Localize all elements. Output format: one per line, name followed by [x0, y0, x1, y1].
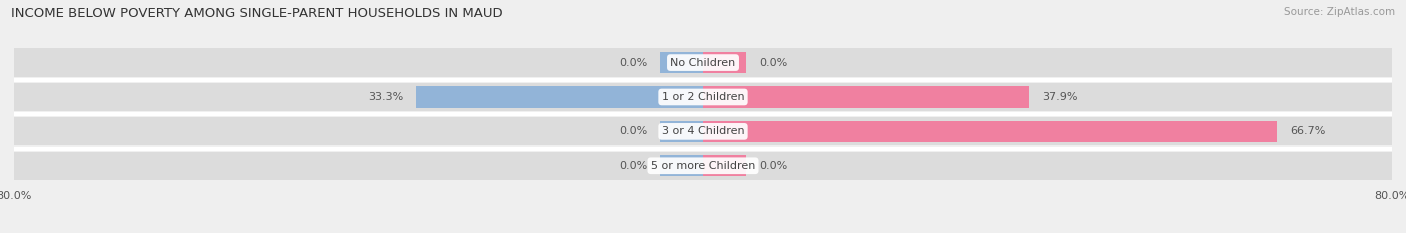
Bar: [703, 52, 747, 73]
Bar: [703, 86, 1029, 108]
Text: 37.9%: 37.9%: [1042, 92, 1078, 102]
Text: 3 or 4 Children: 3 or 4 Children: [662, 126, 744, 136]
Bar: [659, 121, 703, 142]
Text: 5 or more Children: 5 or more Children: [651, 161, 755, 171]
Bar: [703, 155, 747, 176]
Bar: [659, 155, 703, 176]
Text: 33.3%: 33.3%: [368, 92, 404, 102]
Text: INCOME BELOW POVERTY AMONG SINGLE-PARENT HOUSEHOLDS IN MAUD: INCOME BELOW POVERTY AMONG SINGLE-PARENT…: [11, 7, 503, 20]
Bar: [14, 117, 1392, 145]
Text: Source: ZipAtlas.com: Source: ZipAtlas.com: [1284, 7, 1395, 17]
Text: No Children: No Children: [671, 58, 735, 68]
Text: 1 or 2 Children: 1 or 2 Children: [662, 92, 744, 102]
Bar: [14, 83, 1392, 111]
Text: 0.0%: 0.0%: [759, 161, 787, 171]
Text: 66.7%: 66.7%: [1291, 126, 1326, 136]
Text: 0.0%: 0.0%: [619, 126, 647, 136]
Text: 0.0%: 0.0%: [759, 58, 787, 68]
Bar: [659, 52, 703, 73]
Bar: [416, 86, 703, 108]
Text: 0.0%: 0.0%: [619, 58, 647, 68]
Bar: [14, 48, 1392, 77]
Bar: [14, 152, 1392, 180]
Text: 0.0%: 0.0%: [619, 161, 647, 171]
Bar: [703, 121, 1278, 142]
